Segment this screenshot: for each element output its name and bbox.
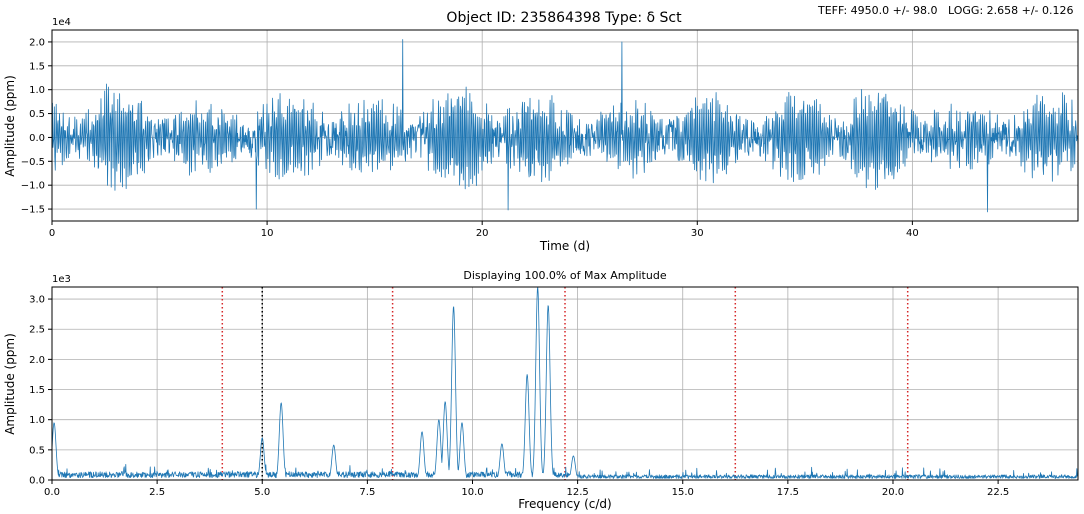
y-tick-label: 2.0: [29, 37, 45, 48]
x-tick-label: 7.5: [359, 487, 375, 498]
x-tick-label: 5.0: [254, 487, 270, 498]
y-tick-label: 0.5: [29, 445, 45, 456]
y-tick-label: 3.0: [29, 295, 45, 306]
figure-title: Object ID: 235864398 Type: δ Sct: [446, 10, 682, 26]
y-tick-label: 1.5: [29, 385, 45, 396]
x-tick-label: 17.5: [777, 487, 799, 498]
teff-label: TEFF: 4950.0 +/- 98.0: [817, 4, 938, 17]
y-tick-label: −0.5: [21, 157, 45, 168]
y-tick-label: 0.0: [29, 133, 45, 144]
x-tick-label: 0.0: [44, 487, 60, 498]
y-tick-label: −1.0: [21, 181, 45, 192]
y-tick-label: 0.0: [29, 476, 45, 487]
light-curve-xlabel: Time (d): [539, 239, 590, 253]
periodogram-series: [51, 286, 1079, 479]
x-tick-label: 12.5: [566, 487, 588, 498]
x-tick-label: 30: [691, 228, 704, 239]
light-curve-series: [51, 39, 1079, 213]
periodogram-offset-text: 1e3: [52, 274, 71, 285]
x-tick-label: 10.0: [461, 487, 483, 498]
periodogram-plot: Displaying 100.0% of Max Amplitude 0.0 2.…: [3, 269, 1079, 511]
light-curve-plot: 0 10 20 30 40 −1.5 −1.0 −0.5 0.0 0.5 1.0 1.5 2.0 1e4…: [3, 17, 1079, 253]
y-tick-label: 2.5: [29, 325, 45, 336]
logg-label: LOGG: 2.658 +/- 0.126: [948, 4, 1074, 17]
light-curve-ylabel: Amplitude (ppm): [3, 75, 17, 177]
y-tick-label: 1.0: [29, 415, 45, 426]
x-tick-label: 0: [49, 228, 55, 239]
x-tick-label: 20.0: [882, 487, 904, 498]
x-tick-label: 10: [261, 228, 274, 239]
x-tick-label: 2.5: [149, 487, 165, 498]
light-curve-offset-text: 1e4: [52, 17, 71, 28]
x-tick-label: 15.0: [672, 487, 694, 498]
periodogram-title: Displaying 100.0% of Max Amplitude: [463, 269, 666, 282]
periodogram-xlabel: Frequency (c/d): [518, 497, 611, 511]
y-tick-label: 1.5: [29, 61, 45, 72]
y-tick-label: 1.0: [29, 85, 45, 96]
x-tick-label: 40: [906, 228, 919, 239]
y-tick-label: −1.5: [21, 205, 45, 216]
periodogram-ylabel: Amplitude (ppm): [3, 333, 17, 435]
x-tick-label: 22.5: [987, 487, 1009, 498]
y-tick-label: 0.5: [29, 109, 45, 120]
y-tick-label: 2.0: [29, 355, 45, 366]
x-tick-label: 20: [476, 228, 489, 239]
